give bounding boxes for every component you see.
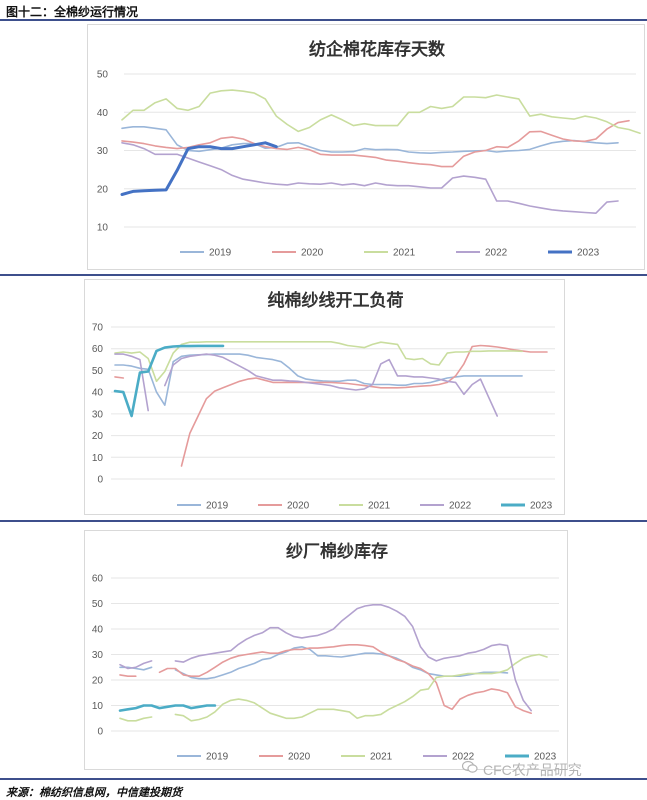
chart-cotton-yarn-operating-rate: 纯棉纱线开工负荷 0 10 20 30 40 50 60 70 2019 2020 2021 2022 2… [84, 279, 565, 515]
source-note: 来源：棉纺织信息网，中信建投期货 [6, 786, 182, 799]
y-tick-label: 10 [97, 223, 109, 234]
chart-cotton-inventory-days: 纺企棉花库存天数 10 20 30 40 50 2019 2020 2021 2022 2023 [87, 24, 645, 270]
y-tick-label: 50 [92, 599, 104, 610]
legend-label-2021: 2021 [393, 248, 416, 259]
legend-label-2021: 2021 [368, 501, 391, 512]
y-tick-label: 10 [92, 701, 104, 712]
y-tick-label: 20 [92, 676, 104, 687]
legend-label-2020: 2020 [288, 752, 311, 763]
chart-svg: 纺企棉花库存天数 10 20 30 40 50 2019 2020 2021 2022 2023 [97, 39, 641, 259]
y-tick-label: 30 [97, 146, 109, 157]
legend-label-2021: 2021 [370, 752, 393, 763]
y-tick-label: 40 [97, 108, 109, 119]
legend-label-2022: 2022 [485, 248, 508, 259]
chart-svg: 纯棉纱线开工负荷 0 10 20 30 40 50 60 70 2019 2020 2021 2022 2… [92, 290, 555, 512]
legend-label-2019: 2019 [209, 248, 232, 259]
y-tick-label: 0 [97, 475, 103, 486]
y-tick-label: 30 [92, 650, 104, 661]
y-tick-label: 20 [92, 431, 104, 442]
legend-label-2020: 2020 [287, 501, 310, 512]
series-line-2021 [119, 653, 548, 722]
series-line-2021 [121, 89, 641, 135]
y-tick-label: 10 [92, 453, 104, 464]
watermark-text: CFC农产品研究 [483, 762, 582, 778]
y-tick-label: 0 [97, 727, 103, 738]
series-line-2019 [121, 126, 619, 154]
series-line-2023 [120, 141, 278, 196]
figure-title: 图十二：全棉纱运行情况 [6, 5, 139, 19]
chart-title: 纯棉纱线开工负荷 [268, 290, 404, 311]
y-tick-label: 50 [97, 70, 109, 81]
y-tick-label: 20 [97, 184, 109, 195]
header-rule [0, 19, 647, 21]
y-tick-label: 70 [92, 323, 104, 334]
y-tick-label: 60 [92, 344, 104, 355]
series-line-2020 [114, 344, 548, 467]
series-line-2021 [114, 341, 523, 383]
legend-label-2023: 2023 [530, 501, 553, 512]
y-tick-label: 60 [92, 574, 104, 585]
chart-title: 纱厂棉纱库存 [286, 541, 388, 562]
divider-rule [0, 520, 647, 522]
y-tick-label: 40 [92, 388, 104, 399]
chart-yarn-mill-inventory: 纱厂棉纱库存 0 10 20 30 40 50 60 2019 2020 2021 2022 2023 [84, 530, 568, 770]
series-line-2022 [114, 353, 498, 417]
chart-title: 纺企棉花库存天数 [309, 39, 446, 60]
legend-label-2022: 2022 [452, 752, 475, 763]
footer-rule [0, 778, 647, 780]
series-line-2019 [119, 646, 509, 680]
series-line-2023 [113, 344, 225, 418]
legend-label-2022: 2022 [449, 501, 472, 512]
y-tick-label: 50 [92, 366, 104, 377]
series-line-2022 [119, 604, 532, 712]
legend-label-2019: 2019 [206, 752, 229, 763]
divider-rule [0, 274, 647, 276]
wechat-icon [462, 760, 478, 773]
legend-label-2020: 2020 [301, 248, 324, 259]
series-line-2020 [119, 644, 532, 714]
series-line-2020 [121, 119, 630, 168]
series-line-2022 [121, 142, 619, 214]
series-line-2023 [118, 704, 217, 712]
y-tick-label: 30 [92, 409, 104, 420]
legend-label-2023: 2023 [577, 248, 600, 259]
legend-label-2023: 2023 [534, 752, 557, 763]
chart-svg: 纱厂棉纱库存 0 10 20 30 40 50 60 2019 2020 2021 2022 2023 [92, 541, 559, 763]
legend-label-2019: 2019 [206, 501, 229, 512]
y-tick-label: 40 [92, 625, 104, 636]
